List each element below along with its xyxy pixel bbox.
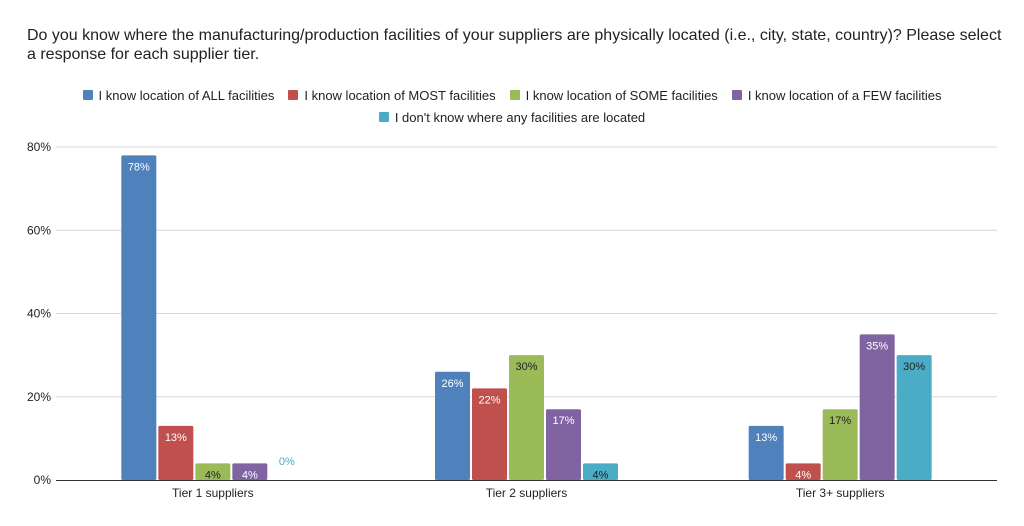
data-label: 13% <box>755 432 777 444</box>
data-label: 17% <box>829 415 851 427</box>
y-tick-label: 0% <box>34 473 52 487</box>
legend-label-none: I don't know where any facilities are lo… <box>394 109 646 125</box>
bar <box>896 355 932 480</box>
chart-legend: I know location of ALL facilities I know… <box>0 84 1024 128</box>
data-label: 30% <box>903 361 925 373</box>
data-label: 22% <box>478 394 500 406</box>
legend-swatch-all <box>82 90 93 100</box>
bar <box>509 355 544 480</box>
bar <box>232 463 268 480</box>
data-label: 4% <box>242 469 258 481</box>
data-label: 4% <box>593 469 609 481</box>
legend-item-some: I know location of SOME facilities <box>509 87 718 103</box>
legend-item-none: I don't know where any facilities are lo… <box>378 109 646 125</box>
legend-item-few: I know location of a FEW facilities <box>731 87 942 103</box>
y-axis-ticks: 0% 20% 40% 60% 80% <box>27 140 51 487</box>
y-tick-label: 40% <box>27 307 51 321</box>
bar <box>472 388 507 480</box>
bar <box>195 463 231 480</box>
legend-label-some: I know location of SOME facilities <box>525 87 718 103</box>
bar <box>435 371 470 480</box>
bar <box>158 425 194 480</box>
bar <box>583 463 618 480</box>
x-tick-label: Tier 3+ suppliers <box>796 486 885 500</box>
data-label: 78% <box>128 161 150 173</box>
x-tick-label: Tier 2 suppliers <box>486 486 568 500</box>
data-labels: 78% 13% 4% 4% 0% 26% 22% 30% 17% 4% 13% 4% 17% 35% 30% <box>128 161 926 481</box>
y-tick-label: 80% <box>27 140 51 154</box>
bar <box>121 155 157 480</box>
data-label: 4% <box>205 469 221 481</box>
legend-label-most: I know location of MOST facilities <box>304 87 496 103</box>
chart-title: Do you know where the manufacturing/prod… <box>27 27 1002 63</box>
y-tick-label: 60% <box>27 223 51 237</box>
y-tick-label: 20% <box>27 390 51 404</box>
bars <box>121 155 932 480</box>
bar <box>859 334 895 480</box>
data-label: 35% <box>866 340 888 352</box>
legend-row-1: I know location of ALL facilities I know… <box>0 84 1024 106</box>
x-axis-ticks: Tier 1 suppliers Tier 2 suppliers Tier 3+ … <box>172 486 884 500</box>
bar <box>785 463 821 480</box>
legend-label-all: I know location of ALL facilities <box>98 87 275 103</box>
legend-swatch-most <box>288 90 299 100</box>
data-label: 0% <box>279 456 295 468</box>
bar <box>748 425 784 480</box>
x-tick-label: Tier 1 suppliers <box>172 486 254 500</box>
data-label: 17% <box>552 415 574 427</box>
legend-swatch-none <box>378 112 389 122</box>
legend-item-most: I know location of MOST facilities <box>288 87 496 103</box>
legend-item-all: I know location of ALL facilities <box>82 87 275 103</box>
legend-row-2: I don't know where any facilities are lo… <box>0 106 1024 128</box>
data-label: 4% <box>795 469 811 481</box>
data-label: 26% <box>441 378 463 390</box>
bar <box>546 409 581 480</box>
bar <box>822 409 858 480</box>
legend-swatch-few <box>731 90 742 100</box>
data-label: 13% <box>165 432 187 444</box>
data-label: 30% <box>515 361 537 373</box>
legend-label-few: I know location of a FEW facilities <box>747 87 942 103</box>
legend-swatch-some <box>509 90 520 100</box>
